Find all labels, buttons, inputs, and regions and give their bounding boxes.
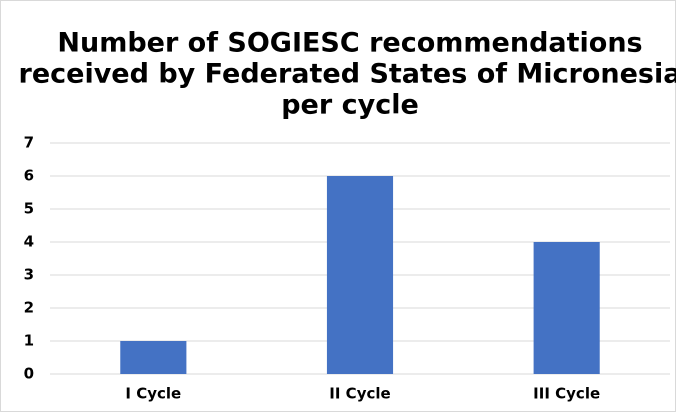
y-tick-label: 2 [24,299,34,317]
bar [120,341,187,374]
y-tick-label: 0 [24,365,34,383]
x-tick-label: III Cycle [533,385,600,403]
y-tick-label: 4 [24,233,34,251]
chart-title: per cycle [281,90,419,121]
y-tick-label: 7 [24,134,34,152]
y-tick-label: 1 [24,332,34,350]
y-tick-label: 5 [24,200,34,218]
chart-title: received by Federated States of Micrones… [19,59,676,90]
x-tick-label: I Cycle [125,385,181,403]
x-tick-label: II Cycle [329,385,390,403]
bar [533,242,600,374]
y-tick-label: 6 [24,167,34,185]
y-tick-label: 3 [24,266,34,284]
bar [326,176,394,374]
chart-title: Number of SOGIESC recommendations [57,28,642,59]
